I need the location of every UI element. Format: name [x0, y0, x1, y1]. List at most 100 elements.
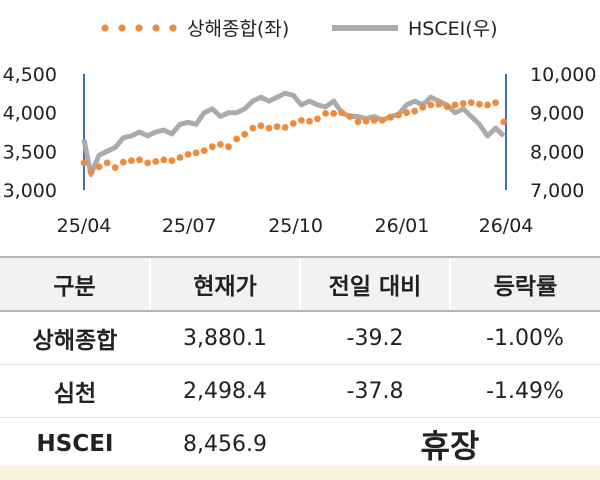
x-tick-label: 25/04 — [57, 215, 112, 237]
series-point-shanghai — [338, 109, 346, 117]
series-point-shanghai — [411, 107, 419, 115]
series-point-shanghai — [387, 113, 394, 121]
series-point-shanghai — [484, 101, 491, 109]
x-tick-label: 25/10 — [268, 215, 323, 237]
series-point-shanghai — [427, 101, 435, 109]
series-point-shanghai — [281, 124, 289, 131]
header-price: 현재가 — [149, 256, 300, 312]
series-point-shanghai — [354, 118, 362, 126]
series-point-shanghai — [273, 123, 281, 130]
x-tick-label: 25/07 — [162, 215, 217, 237]
chart-legend: 상해종합(좌) HSCEI(우) — [101, 18, 498, 40]
series-point-shanghai — [435, 100, 443, 108]
series-point-shanghai — [459, 100, 467, 107]
header-category: 구분 — [0, 256, 150, 312]
series-point-shanghai — [314, 115, 321, 123]
row-rate: -1.00% — [450, 311, 600, 365]
legend-dot-marker — [101, 24, 109, 32]
row-change: -39.2 — [300, 311, 450, 365]
series-point-shanghai — [144, 159, 152, 167]
y-left-tick-label: 3,000 — [3, 180, 57, 202]
series-point-shanghai — [184, 151, 192, 158]
legend-label-hscei: HSCEI(우) — [408, 18, 498, 40]
series-point-shanghai — [451, 101, 459, 109]
header-change: 전일 대비 — [299, 256, 450, 312]
series-point-shanghai — [233, 135, 241, 143]
series-point-shanghai — [103, 159, 111, 167]
series-point-shanghai — [298, 117, 305, 124]
series-point-shanghai — [362, 117, 370, 125]
bottom-strip — [0, 466, 600, 480]
legend-dot-marker — [118, 24, 126, 32]
y-left-tick-label: 3,500 — [3, 141, 57, 163]
series-point-shanghai — [192, 149, 200, 157]
series-point-shanghai — [176, 154, 184, 161]
series-point-shanghai — [467, 99, 475, 106]
row-name: 상해종합 — [0, 311, 150, 365]
series-point-shanghai — [492, 99, 499, 106]
header-rate: 등락률 — [449, 256, 600, 312]
series-point-shanghai — [249, 124, 257, 132]
index-chart-svg: 상해종합(좌) HSCEI(우) 3,000 3,500 4,000 4,500 7,00… — [3, 18, 597, 237]
series-point-shanghai — [160, 156, 168, 164]
series-point-shanghai — [119, 158, 127, 166]
chart-axes — [83, 74, 507, 190]
legend-dot-marker — [152, 24, 160, 32]
series-point-shanghai — [306, 117, 313, 125]
legend-label-shanghai: 상해종합(좌) — [187, 18, 289, 40]
series-point-shanghai — [87, 168, 95, 175]
series-point-shanghai — [111, 164, 119, 172]
stock-table: 구분 현재가 전일 대비 등락률 상해종합 3,880.1 -39.2 -1.0… — [0, 256, 600, 471]
series-point-shanghai — [370, 117, 378, 124]
series-point-shanghai — [208, 143, 216, 151]
series-point-shanghai — [419, 103, 427, 111]
series-point-shanghai — [346, 113, 354, 120]
y-left-tick-label: 4,500 — [3, 64, 57, 86]
row-price: 3,880.1 — [150, 311, 300, 365]
series-point-shanghai — [289, 120, 297, 127]
legend-dot-marker — [135, 24, 143, 32]
row-price: 8,456.9 — [150, 417, 300, 471]
legend-dot-marker — [169, 24, 177, 32]
series-point-shanghai — [241, 130, 249, 138]
y-left-tick-label: 4,000 — [3, 103, 57, 125]
x-tick-label: 26/01 — [375, 215, 430, 237]
series-point-shanghai — [378, 117, 386, 124]
series-point-shanghai — [217, 141, 224, 148]
index-chart: 상해종합(좌) HSCEI(우) 3,000 3,500 4,000 4,500 7,00… — [3, 18, 597, 237]
row-price: 2,498.4 — [150, 364, 300, 418]
series-point-shanghai — [136, 156, 143, 164]
series-point-shanghai — [80, 159, 88, 167]
series-point-shanghai — [95, 163, 103, 171]
chart-ticks: 3,000 3,500 4,000 4,500 7,000 8,000 9,000 10,00… — [3, 64, 597, 237]
table-row-shenzhen: 심천 2,498.4 -37.8 -1.49% — [0, 364, 600, 418]
series-point-shanghai — [265, 124, 273, 132]
row-rate: -1.49% — [450, 364, 600, 418]
series-line-hscei — [81, 90, 506, 177]
row-name: HSCEI — [0, 417, 150, 471]
table-row-shanghai: 상해종합 3,880.1 -39.2 -1.00% — [0, 311, 600, 365]
y-right-tick-label: 7,000 — [530, 180, 584, 202]
series-point-shanghai — [127, 157, 135, 165]
holiday-label: 휴장 — [300, 417, 600, 471]
series-point-shanghai — [168, 157, 176, 165]
series-point-shanghai — [443, 103, 451, 110]
y-right-tick-label: 9,000 — [530, 103, 584, 125]
x-tick-label: 26/04 — [479, 215, 534, 237]
series-point-shanghai — [257, 122, 265, 130]
y-right-tick-label: 10,000 — [530, 64, 596, 86]
table-row-hscei: HSCEI 8,456.9 휴장 — [0, 417, 600, 471]
series-point-shanghai — [330, 110, 338, 117]
series-point-shanghai — [200, 147, 208, 155]
series-point-shanghai — [476, 100, 483, 108]
table-header-row: 구분 현재가 전일 대비 등락률 — [0, 256, 600, 312]
chart-series — [80, 90, 508, 177]
series-point-shanghai — [225, 143, 232, 151]
y-right-tick-label: 8,000 — [530, 141, 584, 163]
row-change: -37.8 — [300, 364, 450, 418]
series-point-shanghai — [152, 158, 160, 165]
row-name: 심천 — [0, 364, 150, 418]
series-point-shanghai — [403, 109, 410, 117]
series-point-shanghai — [322, 110, 329, 117]
series-point-shanghai — [500, 118, 508, 126]
